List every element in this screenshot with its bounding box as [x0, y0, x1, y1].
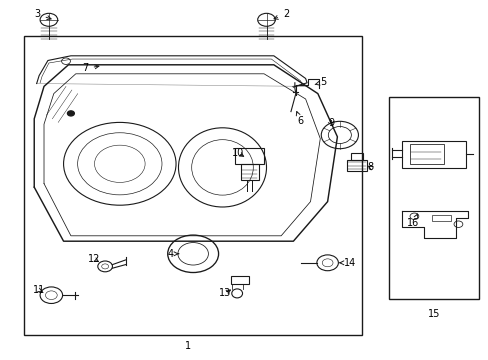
- Text: 10: 10: [231, 148, 244, 158]
- Text: 2: 2: [273, 9, 288, 19]
- Text: 8: 8: [367, 162, 373, 172]
- Text: 14: 14: [339, 258, 355, 268]
- Text: 6: 6: [296, 112, 303, 126]
- Text: 7: 7: [82, 63, 99, 73]
- Text: 13: 13: [218, 288, 231, 298]
- Text: 9: 9: [327, 118, 333, 128]
- Bar: [230, 276, 249, 284]
- Bar: [346, 160, 366, 171]
- Bar: [24, 36, 361, 335]
- Text: 15: 15: [427, 309, 439, 319]
- Bar: [401, 141, 465, 168]
- Bar: [234, 148, 264, 164]
- Bar: [388, 97, 478, 299]
- Bar: [430, 215, 450, 221]
- Bar: [240, 164, 259, 180]
- Text: 4: 4: [167, 249, 179, 259]
- Text: 3: 3: [35, 9, 51, 19]
- Bar: [409, 144, 443, 164]
- Bar: [350, 153, 363, 160]
- Text: 1: 1: [185, 341, 191, 351]
- Text: 12: 12: [88, 254, 101, 264]
- Text: 16: 16: [406, 214, 419, 228]
- Text: 11: 11: [33, 285, 45, 295]
- Circle shape: [67, 111, 74, 116]
- Text: 5: 5: [314, 77, 326, 87]
